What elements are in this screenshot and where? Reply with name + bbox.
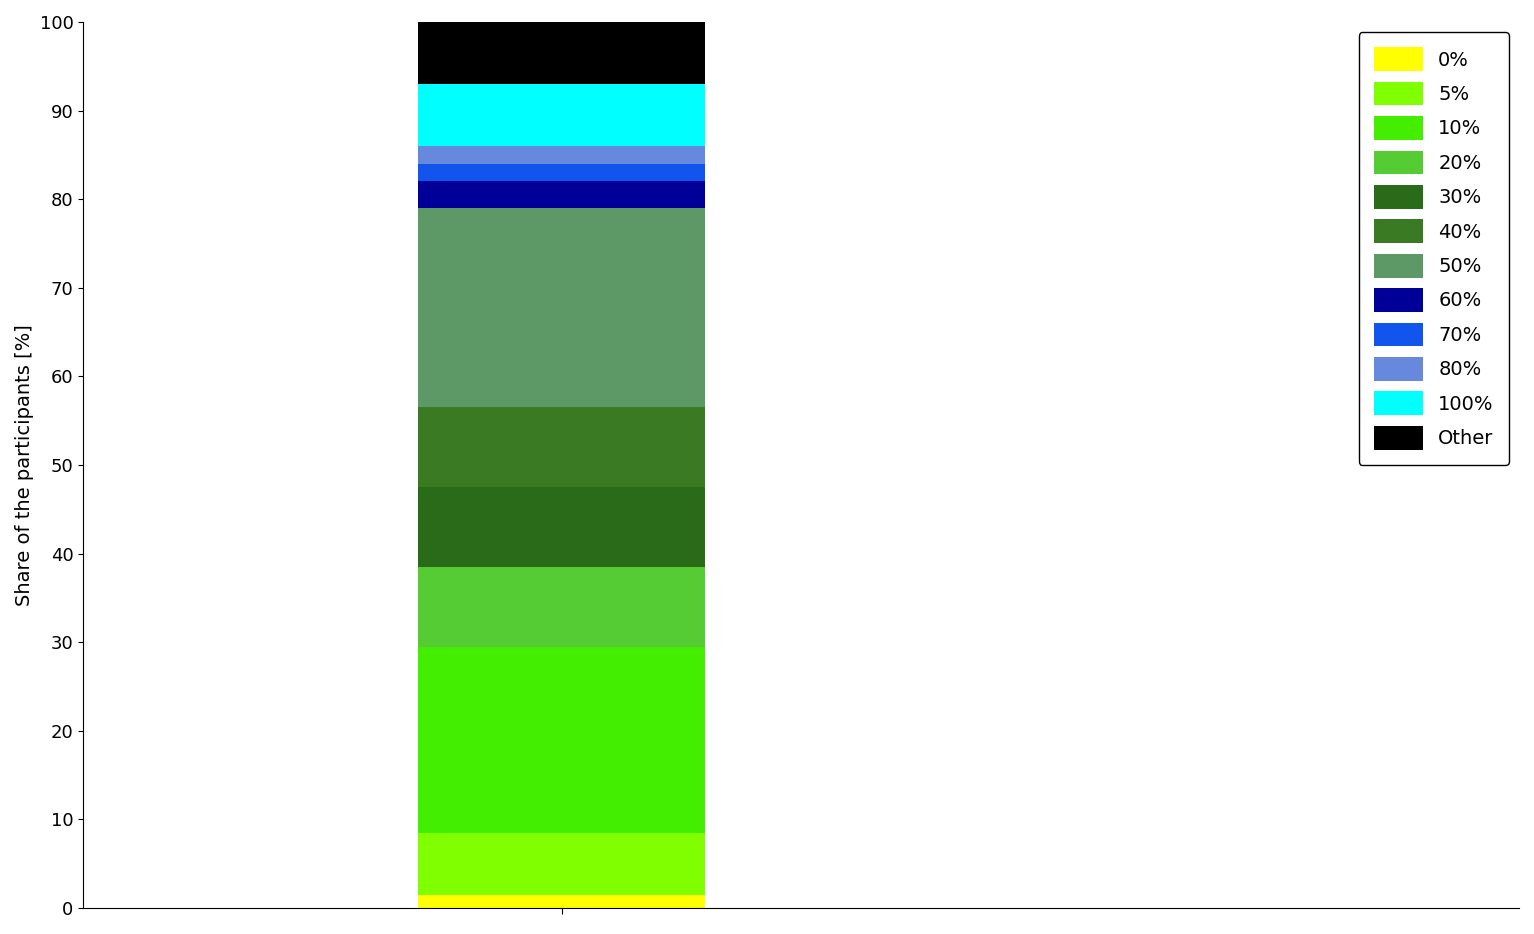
Bar	[419, 208, 706, 407]
Bar	[419, 646, 706, 833]
Bar	[419, 407, 706, 488]
Legend: 0%, 5%, 10%, 20%, 30%, 40%, 50%, 60%, 70%, 80%, 100%, Other: 0%, 5%, 10%, 20%, 30%, 40%, 50%, 60%, 70…	[1359, 32, 1509, 465]
Bar	[419, 833, 706, 895]
Bar	[419, 22, 706, 84]
Bar	[419, 488, 706, 567]
Bar	[419, 146, 706, 163]
Y-axis label: Share of the participants [%]: Share of the participants [%]	[15, 324, 34, 606]
Bar	[419, 163, 706, 181]
Bar	[419, 567, 706, 646]
Bar	[419, 895, 706, 908]
Bar	[419, 181, 706, 208]
Bar	[419, 84, 706, 146]
